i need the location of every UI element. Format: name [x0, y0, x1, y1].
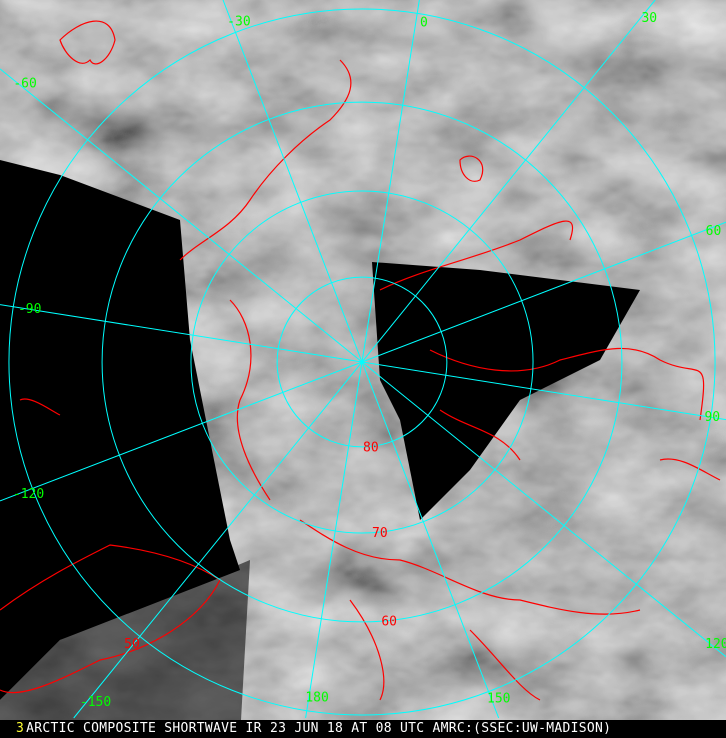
longitude-label: 180	[305, 690, 328, 705]
latitude-label: 60	[381, 614, 397, 629]
image-caption: 3 ARCTIC COMPOSITE SHORTWAVE IR 23 JUN 18…	[0, 720, 726, 738]
meridian--150	[73, 361, 363, 719]
meridian--30	[222, 0, 363, 363]
meridian--120	[0, 361, 363, 502]
latitude-label: 50	[124, 637, 140, 652]
longitude-label: -60	[13, 77, 36, 92]
frame-number: 3	[16, 721, 25, 736]
meridian-60	[361, 221, 726, 363]
meridian-0	[361, 0, 420, 363]
longitude-label: 30	[641, 11, 657, 26]
longitude-label: 120	[705, 637, 726, 652]
latitude-label: 70	[372, 526, 388, 541]
latitude-label: 80	[363, 440, 379, 455]
longitude-label: -150	[80, 695, 111, 710]
longitude-label: -90	[18, 302, 41, 317]
longitude-label: 90	[704, 410, 720, 425]
longitude-label: -120	[13, 487, 44, 502]
meridian-150	[361, 361, 500, 719]
meridian--90	[0, 304, 363, 363]
lat-lon-grid	[0, 0, 726, 719]
meridian-90	[361, 361, 726, 421]
latitude-circle-50	[8, 8, 716, 716]
grid-labels: 80 70 60 50 -150 -120 -90 -60 -30 0 30 60 90 120 150 18…	[13, 11, 726, 710]
no-data-regions	[0, 160, 640, 738]
meridian--60	[0, 68, 363, 363]
meridian-120	[361, 361, 726, 658]
longitude-label: -30	[227, 15, 250, 30]
coastlines	[0, 20, 721, 701]
caption-text: ARCTIC COMPOSITE SHORTWAVE IR 23 JUN 18 …	[26, 721, 612, 736]
latitude-circle-70	[190, 190, 534, 534]
latitude-circle-60	[101, 101, 623, 623]
longitude-label: 150	[487, 691, 510, 706]
meridian-180	[305, 361, 363, 719]
meridian-30	[361, 0, 656, 363]
longitude-label: 60	[706, 224, 722, 239]
latitude-circle-80	[276, 276, 448, 448]
longitude-label: 0	[420, 16, 428, 31]
